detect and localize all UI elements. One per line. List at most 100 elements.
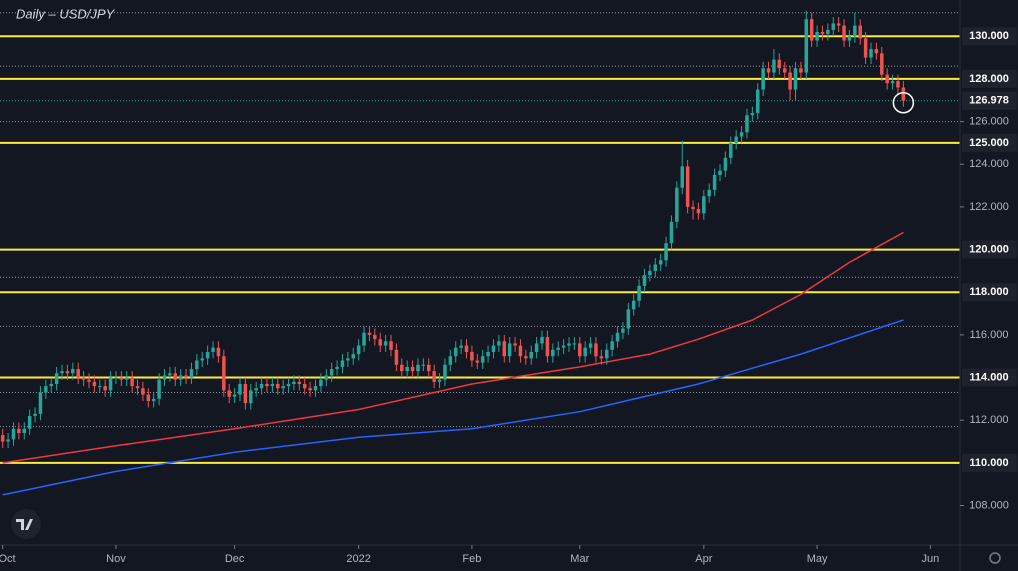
candle-body	[847, 36, 852, 41]
candle-body	[491, 345, 496, 352]
candle-body	[124, 377, 129, 380]
x-tick-label: 2022	[346, 553, 370, 565]
candle-body	[734, 136, 738, 143]
candle-body	[691, 206, 695, 210]
candle-body	[567, 343, 571, 346]
candle-body	[329, 369, 334, 376]
candle-body	[400, 364, 404, 372]
candle-body	[518, 345, 523, 357]
x-tick-label: Feb	[462, 553, 481, 565]
candle-body	[685, 166, 690, 207]
x-tick-label: Apr	[695, 553, 712, 565]
candle-body	[351, 354, 356, 359]
level-label-box	[962, 283, 1017, 302]
candle-body	[842, 25, 846, 41]
candle-body	[729, 142, 733, 158]
level-label-box	[962, 27, 1017, 46]
candle-body	[896, 81, 900, 88]
candle-body	[524, 356, 528, 359]
candle-body	[766, 68, 771, 73]
candle-body	[718, 170, 722, 175]
candle-body	[885, 74, 889, 84]
candle-body	[189, 369, 194, 378]
candle-body	[119, 377, 124, 380]
candle-body	[664, 243, 668, 261]
candle-body	[761, 68, 765, 90]
candle-body	[793, 68, 798, 90]
candle-body	[200, 358, 204, 361]
candle-body	[222, 356, 226, 391]
candle-body	[6, 439, 10, 442]
level-label: 120.000	[969, 243, 1009, 255]
candle-body	[880, 53, 884, 75]
candle-body	[265, 383, 269, 387]
candle-body	[38, 392, 43, 414]
x-tick-label: Mar	[570, 553, 589, 565]
candle-body	[308, 388, 312, 391]
candle-body	[416, 364, 420, 372]
candle-body	[480, 356, 485, 363]
candle-body	[529, 351, 533, 359]
candle-body	[60, 371, 64, 374]
candle-body	[292, 381, 296, 384]
candle-body	[173, 373, 178, 380]
candle-body	[809, 19, 814, 41]
x-tick-label: Jun	[921, 553, 939, 565]
candle-body	[367, 332, 372, 335]
candle-body	[610, 341, 614, 350]
candle-body	[513, 343, 517, 346]
candle-body	[146, 394, 151, 402]
candle-body	[723, 157, 728, 171]
candle-body	[49, 383, 53, 387]
level-label-box	[962, 240, 1017, 259]
candle-body	[437, 379, 442, 382]
candle-body	[486, 351, 490, 357]
candle-body	[745, 115, 749, 133]
candle-body	[151, 398, 156, 402]
candle-body	[712, 174, 717, 190]
candle-body	[249, 390, 253, 404]
candle-body	[826, 29, 830, 35]
candle-body	[772, 59, 776, 73]
candle-body	[135, 386, 140, 389]
candle-body	[534, 343, 539, 352]
candle-body	[572, 343, 577, 345]
candle-body	[443, 364, 447, 380]
candle-body	[54, 373, 59, 384]
candle-body	[669, 221, 674, 244]
x-tick-label: May	[807, 553, 828, 565]
candle-body	[130, 377, 134, 387]
candle-body	[626, 309, 631, 329]
candle-body	[87, 379, 91, 382]
candle-body	[453, 347, 458, 357]
candle-body	[259, 383, 264, 389]
candle-body	[475, 360, 480, 363]
candle-body	[858, 25, 862, 39]
candle-body	[470, 351, 474, 361]
candle-body	[707, 189, 711, 197]
candle-body	[335, 366, 339, 370]
candle-body	[373, 334, 377, 340]
candle-body	[76, 369, 80, 378]
candle-body	[648, 270, 652, 276]
candle-body	[696, 209, 701, 214]
candle-body	[702, 196, 706, 214]
candle-body	[346, 358, 350, 361]
last-price-box	[962, 91, 1017, 110]
level-label: 128.000	[969, 73, 1009, 85]
logo	[11, 509, 41, 539]
settings-icon[interactable]	[989, 552, 1001, 564]
level-label: 118.000	[969, 286, 1008, 298]
candle-body	[44, 386, 48, 393]
candle-body	[356, 345, 361, 355]
candle-body	[184, 375, 188, 378]
candle-body	[642, 275, 647, 286]
candle-body	[750, 113, 755, 116]
candle-body	[141, 388, 145, 395]
candle-body	[545, 337, 550, 357]
candle-body	[599, 356, 604, 359]
candle-body	[777, 59, 782, 69]
candle-body	[227, 390, 231, 397]
x-tick-label: Dec	[225, 553, 245, 565]
